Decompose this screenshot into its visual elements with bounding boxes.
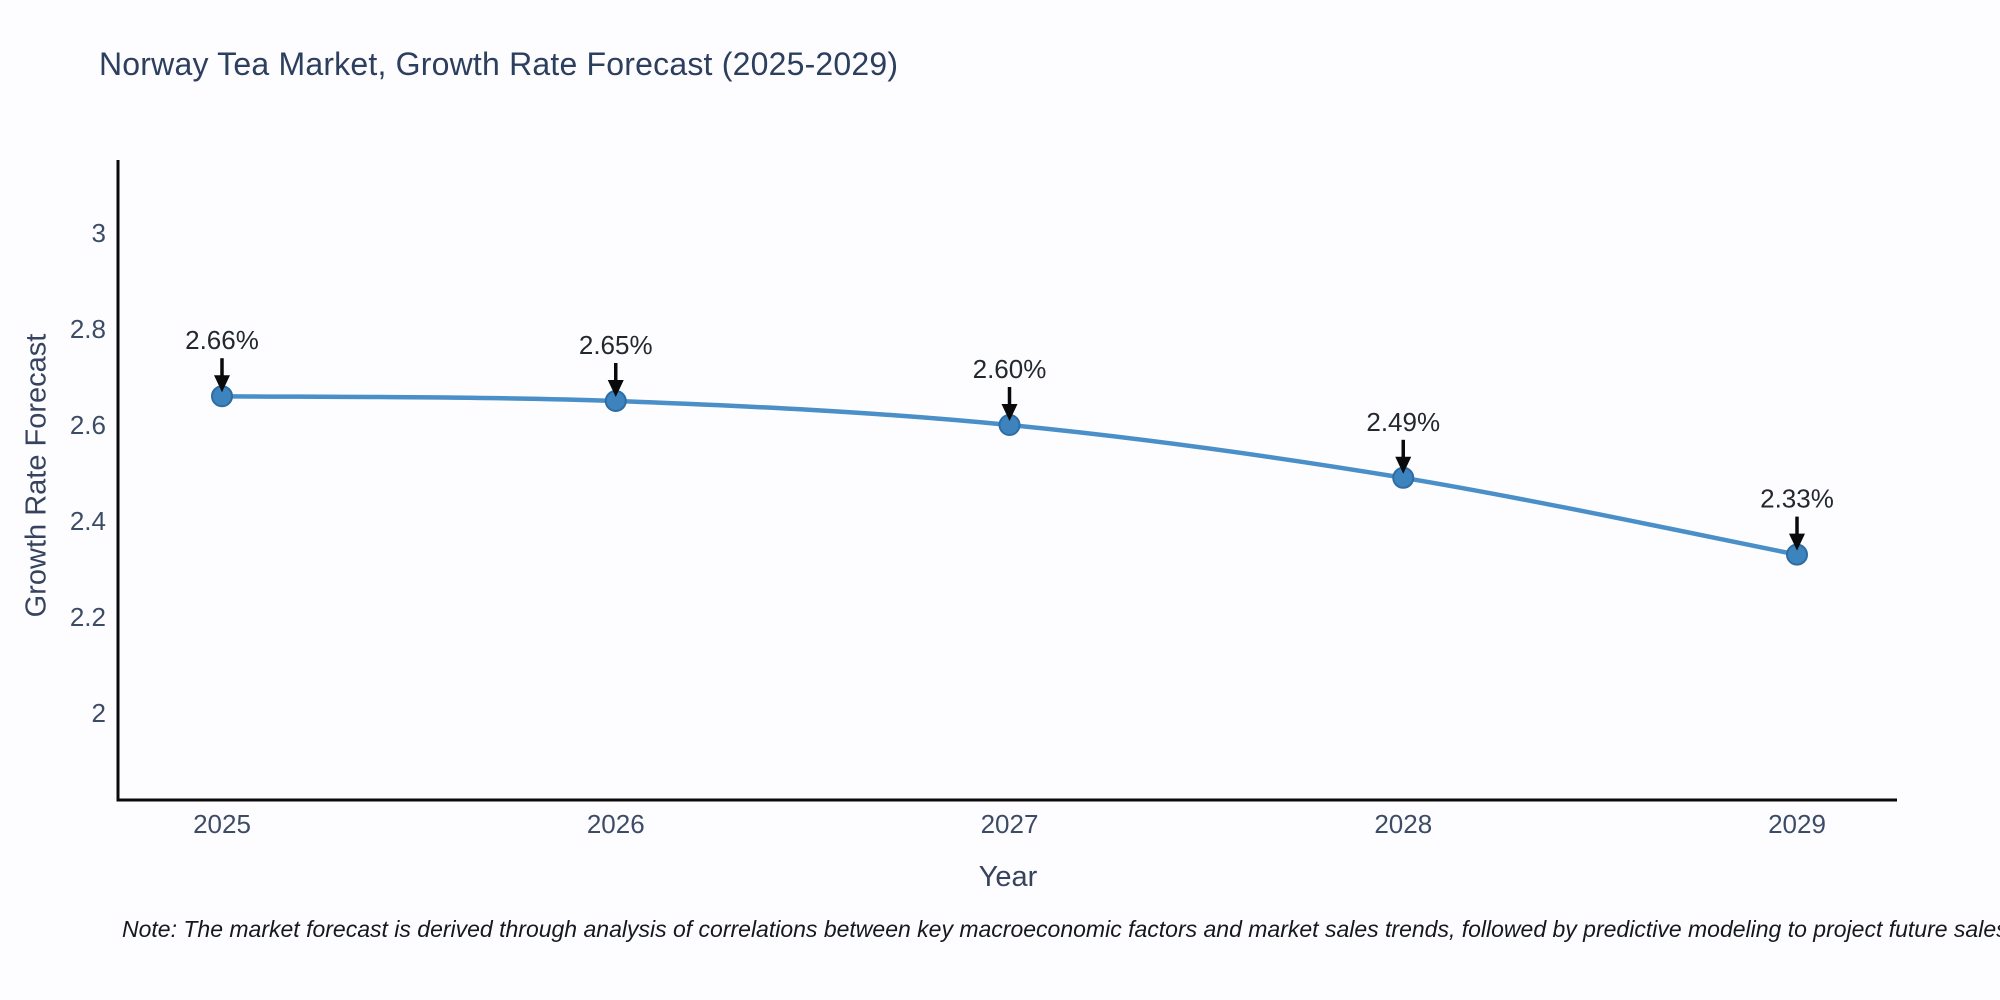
annotation-arrow-head bbox=[1395, 456, 1412, 474]
annotation-arrow-head bbox=[214, 375, 230, 393]
y-tick-label: 2.6 bbox=[70, 410, 106, 440]
annotation-label: 2.33% bbox=[1760, 484, 1834, 514]
x-tick-label: 2028 bbox=[1374, 809, 1432, 839]
annotation-arrow-head bbox=[607, 380, 624, 397]
y-axis-title: Growth Rate Forecast bbox=[20, 333, 53, 618]
y-tick-label: 2.2 bbox=[70, 602, 106, 632]
x-tick-label: 2027 bbox=[981, 809, 1039, 839]
annotation-arrow-head bbox=[1789, 533, 1805, 551]
y-tick-label: 2.8 bbox=[70, 314, 106, 344]
chart-title: Norway Tea Market, Growth Rate Forecast … bbox=[99, 46, 899, 82]
x-tick-label: 2026 bbox=[587, 809, 645, 839]
annotation-label: 2.65% bbox=[579, 330, 653, 360]
annotation-label: 2.49% bbox=[1366, 407, 1440, 437]
y-tick-label: 2.4 bbox=[70, 506, 106, 536]
x-axis-title: Year bbox=[978, 861, 1038, 893]
footnote: Note: The market forecast is derived thr… bbox=[122, 916, 2000, 942]
x-tick-label: 2025 bbox=[193, 809, 251, 839]
annotation-arrow-head bbox=[1001, 404, 1018, 421]
y-tick-label: 2 bbox=[92, 698, 106, 728]
x-tick-label: 2029 bbox=[1768, 809, 1826, 839]
annotation-label: 2.66% bbox=[185, 325, 259, 355]
y-tick-label: 3 bbox=[92, 218, 106, 248]
annotation-label: 2.60% bbox=[973, 354, 1047, 384]
